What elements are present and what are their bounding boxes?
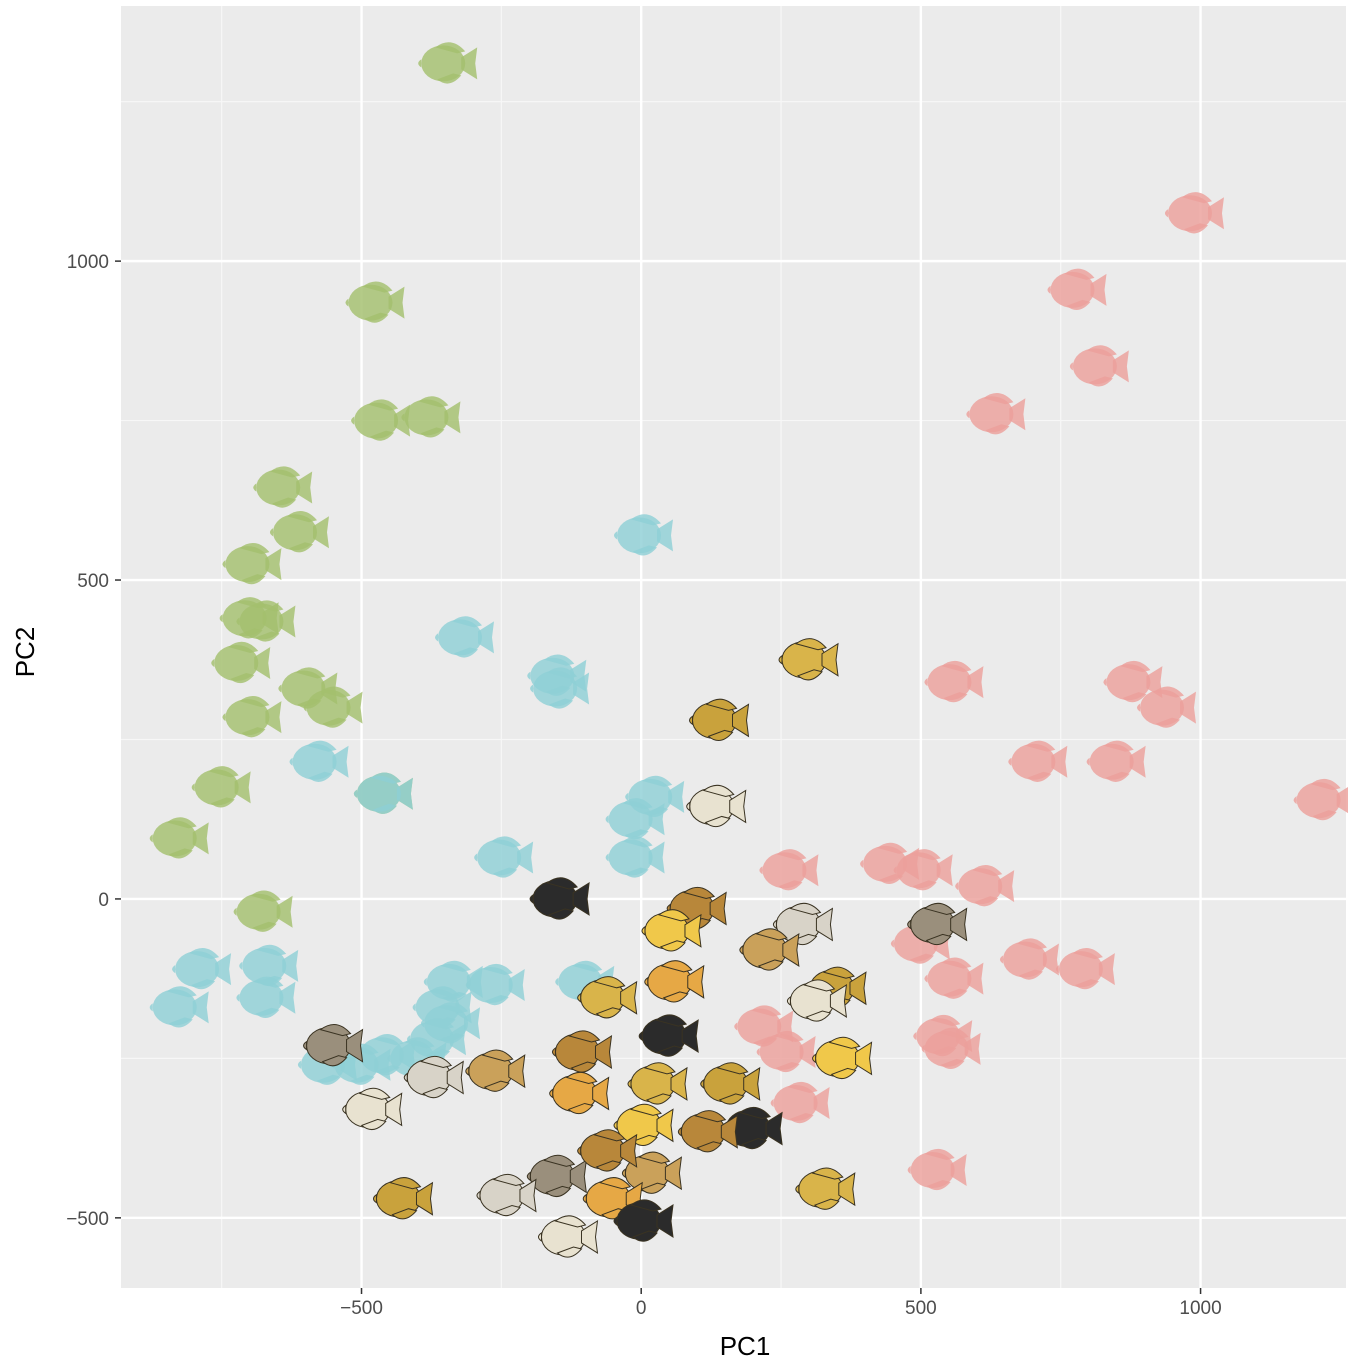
y-tick-label: 1000 (67, 252, 109, 273)
x-tick-label: 0 (636, 1298, 647, 1319)
y-tick-label: −500 (66, 1209, 109, 1230)
x-tick-label: −500 (340, 1298, 383, 1319)
x-axis: −500 0 500 1000 (340, 1288, 1222, 1319)
y-axis: −500 0 500 1000 (66, 252, 121, 1230)
y-tick-label: 0 (98, 890, 109, 911)
x-tick-label: 500 (905, 1298, 937, 1319)
grid-minor (121, 6, 1346, 1288)
y-tick-label: 500 (77, 571, 109, 592)
x-tick-label: 1000 (1179, 1298, 1221, 1319)
y-axis-title: PC2 (10, 627, 40, 678)
x-axis-title: PC1 (720, 1331, 771, 1360)
